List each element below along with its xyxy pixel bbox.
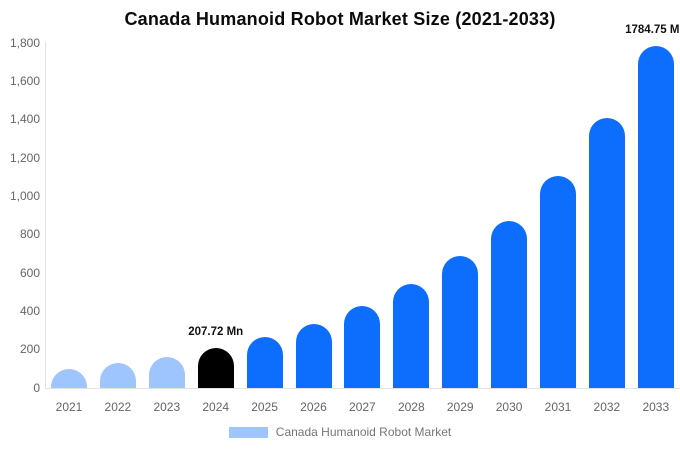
bar-2032[interactable] [588, 118, 625, 388]
bar-2026[interactable] [295, 323, 332, 388]
y-tick-label: 1,600 [9, 73, 40, 88]
x-tick-label: 2023 [153, 400, 181, 414]
y-tick-label: 1,000 [9, 188, 40, 203]
bar-value-label: 1784.75 Mn [625, 23, 680, 36]
x-tick-label: 2021 [55, 400, 83, 414]
y-tick-label: 400 [19, 303, 40, 318]
x-tick-label: 2029 [446, 400, 474, 414]
bar-2027[interactable] [344, 306, 381, 388]
chart-title: Canada Humanoid Robot Market Size (2021-… [124, 9, 556, 29]
bar-2033[interactable] [637, 45, 674, 388]
bar-value-label: 207.72 Mn [188, 326, 244, 339]
bar-2023[interactable] [148, 356, 185, 388]
x-tick-label: 2028 [397, 400, 425, 414]
x-axis-line [45, 388, 680, 389]
y-tick-label: 1,400 [9, 112, 40, 127]
y-tick-label: 600 [19, 265, 40, 280]
y-tick-label: 800 [19, 227, 40, 242]
bar-2031[interactable] [540, 175, 576, 388]
legend-swatch [228, 426, 268, 438]
x-tick-label: 2027 [349, 400, 376, 414]
y-tick-label: 1,800 [9, 35, 40, 50]
bar-2024[interactable] [197, 348, 234, 388]
x-tick-label: 2030 [495, 400, 523, 414]
bar-2029[interactable] [442, 256, 479, 388]
x-tick-label: 2033 [642, 400, 670, 414]
y-tick-label: 0 [33, 380, 40, 395]
bar-2021[interactable] [51, 368, 87, 388]
x-tick-label: 2024 [202, 400, 230, 414]
bar-2022[interactable] [99, 363, 136, 388]
bar-2030[interactable] [491, 220, 528, 388]
x-tick-label: 2031 [544, 400, 572, 414]
bar-2028[interactable] [393, 284, 430, 388]
x-tick-label: 2026 [300, 400, 327, 414]
y-tick-label: 1,200 [9, 150, 40, 165]
legend-label: Canada Humanoid Robot Market [275, 425, 452, 439]
y-tick-label: 200 [19, 342, 40, 357]
x-tick-label: 2022 [104, 400, 132, 414]
y-axis-line [45, 42, 46, 388]
legend[interactable]: Canada Humanoid Robot Market [0, 425, 680, 439]
x-tick-label: 2025 [251, 400, 278, 414]
x-tick-label: 2032 [593, 400, 621, 414]
bar-2025[interactable] [246, 337, 283, 388]
